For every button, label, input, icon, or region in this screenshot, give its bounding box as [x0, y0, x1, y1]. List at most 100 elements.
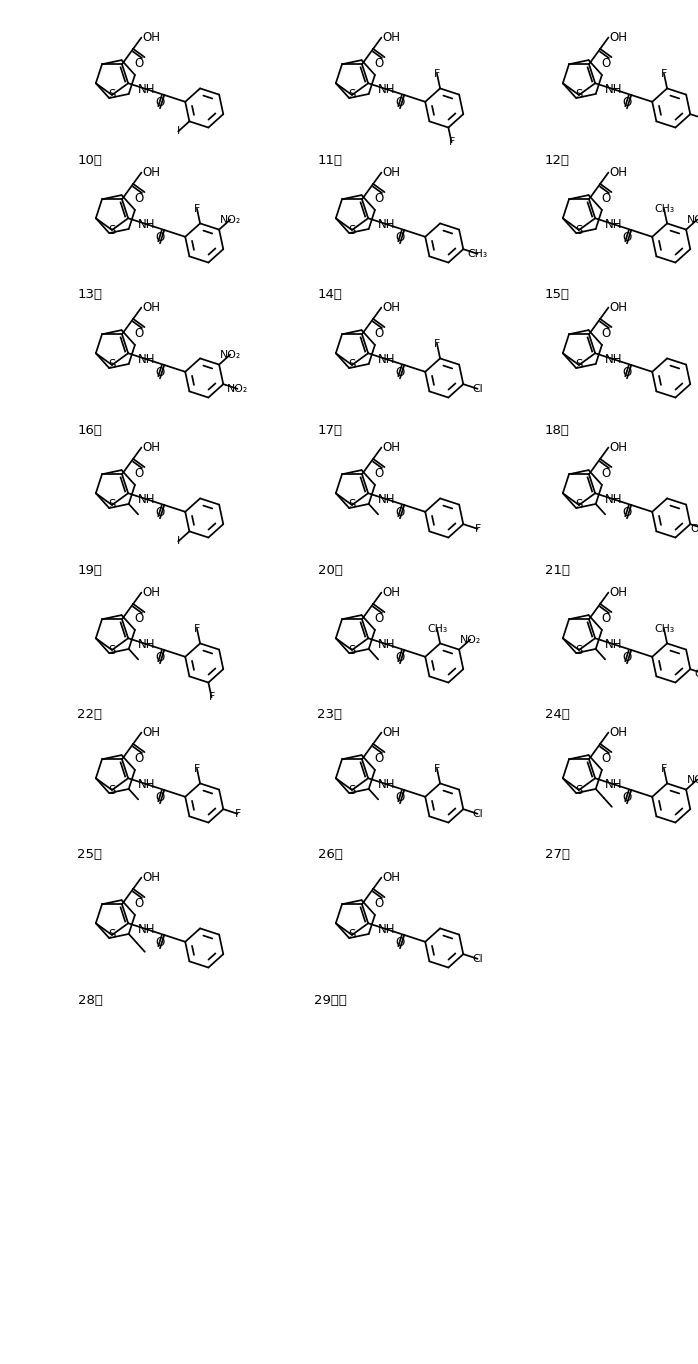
Text: 14）: 14） [318, 289, 343, 301]
Text: O: O [156, 651, 165, 664]
Text: O: O [375, 191, 384, 205]
Text: NH: NH [378, 492, 395, 506]
Text: O: O [156, 231, 165, 244]
Text: OH: OH [142, 31, 161, 44]
Text: NH: NH [604, 492, 622, 506]
Text: O: O [395, 936, 405, 949]
Text: OH: OH [142, 587, 161, 599]
Text: S: S [108, 359, 116, 371]
Text: NH: NH [138, 777, 155, 791]
Text: S: S [348, 644, 356, 656]
Text: O: O [602, 752, 611, 765]
Text: 10）: 10） [77, 154, 103, 166]
Text: OH: OH [142, 166, 161, 179]
Text: OH: OH [383, 301, 401, 314]
Text: O: O [623, 506, 632, 518]
Text: O: O [395, 791, 405, 803]
Text: 19）: 19） [77, 563, 103, 577]
Text: S: S [348, 783, 356, 797]
Text: NH: NH [378, 353, 395, 366]
Text: O: O [395, 506, 405, 518]
Text: O: O [375, 611, 384, 625]
Text: F: F [209, 692, 215, 702]
Text: NH: NH [604, 777, 622, 791]
Text: S: S [575, 644, 583, 656]
Text: F: F [194, 623, 200, 634]
Text: CH₃: CH₃ [468, 248, 488, 259]
Text: 27）: 27） [544, 848, 570, 862]
Text: 18）: 18） [544, 423, 570, 436]
Text: OH: OH [609, 301, 628, 314]
Text: F: F [194, 764, 200, 773]
Text: S: S [575, 498, 583, 512]
Text: OH: OH [142, 301, 161, 314]
Text: O: O [375, 752, 384, 765]
Text: O: O [395, 366, 405, 379]
Text: NO₂: NO₂ [460, 634, 481, 645]
Text: O: O [156, 791, 165, 803]
Text: O: O [135, 191, 144, 205]
Text: NH: NH [604, 218, 622, 231]
Text: OH: OH [383, 726, 401, 739]
Text: NH: NH [138, 492, 155, 506]
Text: OH: OH [383, 587, 401, 599]
Text: NH: NH [378, 83, 395, 95]
Text: I: I [177, 127, 180, 136]
Text: O: O [623, 231, 632, 244]
Text: NH: NH [138, 353, 155, 366]
Text: O: O [602, 326, 611, 340]
Text: S: S [575, 783, 583, 797]
Text: F: F [434, 764, 440, 773]
Text: O: O [156, 506, 165, 518]
Text: I: I [177, 536, 180, 547]
Text: NH: NH [378, 777, 395, 791]
Text: F: F [448, 138, 454, 147]
Text: F: F [434, 68, 440, 79]
Text: OH: OH [609, 31, 628, 44]
Text: NH: NH [378, 218, 395, 231]
Text: Cl: Cl [473, 383, 483, 394]
Text: 21）: 21） [544, 563, 570, 577]
Text: O: O [135, 752, 144, 765]
Text: O: O [395, 95, 405, 109]
Text: NO₂: NO₂ [687, 775, 698, 784]
Text: 17）: 17） [318, 423, 343, 436]
Text: OH: OH [383, 441, 401, 454]
Text: O: O [135, 56, 144, 70]
Text: O: O [375, 466, 384, 480]
Text: 16）: 16） [77, 423, 103, 436]
Text: OH: OH [383, 31, 401, 44]
Text: CH₃: CH₃ [654, 203, 674, 214]
Text: O: O [135, 611, 144, 625]
Text: S: S [108, 644, 116, 656]
Text: S: S [348, 89, 356, 101]
Text: NH: NH [138, 637, 155, 651]
Text: F: F [434, 338, 440, 349]
Text: S: S [348, 359, 356, 371]
Text: NH: NH [604, 353, 622, 366]
Text: O: O [156, 95, 165, 109]
Text: F: F [194, 203, 200, 214]
Text: O: O [602, 466, 611, 480]
Text: OH: OH [609, 441, 628, 454]
Text: F: F [475, 524, 481, 533]
Text: O: O [375, 56, 384, 70]
Text: NH: NH [604, 83, 622, 95]
Text: S: S [348, 224, 356, 236]
Text: O: O [156, 366, 165, 379]
Text: O: O [623, 651, 632, 664]
Text: NH: NH [138, 83, 155, 95]
Text: S: S [348, 929, 356, 941]
Text: CH₃: CH₃ [654, 623, 674, 634]
Text: NO₂: NO₂ [227, 383, 248, 394]
Text: OH: OH [142, 441, 161, 454]
Text: NH: NH [138, 922, 155, 936]
Text: F: F [235, 809, 241, 818]
Text: S: S [575, 359, 583, 371]
Text: 11）: 11） [318, 154, 343, 166]
Text: OH: OH [383, 872, 401, 884]
Text: S: S [108, 89, 116, 101]
Text: O: O [602, 56, 611, 70]
Text: 23）: 23） [318, 708, 343, 722]
Text: 12）: 12） [544, 154, 570, 166]
